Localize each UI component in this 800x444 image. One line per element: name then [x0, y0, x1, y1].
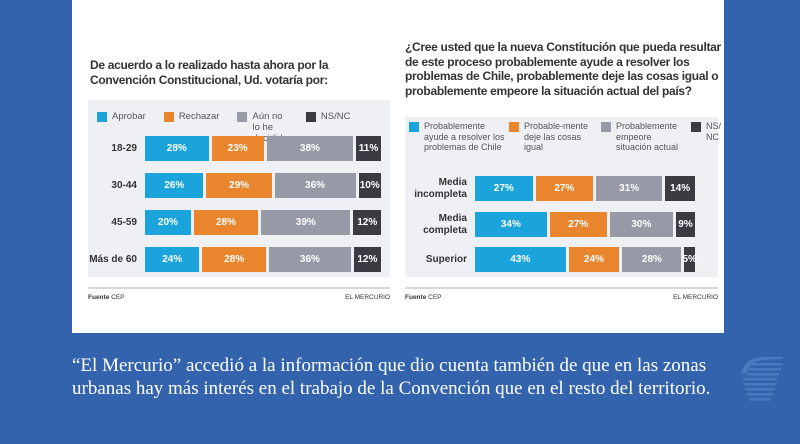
bar-segment: 23% — [211, 136, 264, 161]
legend-item: NS/NC — [305, 111, 351, 144]
source: CEP — [111, 294, 125, 301]
source-label: Fuente — [88, 294, 110, 301]
category-label: 30-44 — [111, 179, 137, 191]
legend-item: Aprobar — [97, 111, 146, 144]
category-label: Media completa — [423, 212, 467, 236]
legend-item: Probablemente empeore situación actual — [601, 121, 691, 153]
bar-segment: 27% — [535, 176, 594, 201]
legend-item: Rechazar — [163, 111, 220, 144]
bar-segment: 28% — [202, 247, 267, 272]
bar-segment: 43% — [475, 247, 566, 272]
bar-segment: 26% — [145, 173, 204, 198]
stacked-bar: 24% 28% 36% 12% — [145, 247, 381, 272]
stacked-bar: 20% 28% 39% 12% — [145, 210, 381, 235]
bar-segment: 39% — [261, 210, 351, 235]
legend-label: Aprobar — [112, 111, 146, 122]
legend-label: Probablemente empeore situación actual — [616, 121, 679, 152]
brand: EL MERCURIO — [673, 294, 718, 301]
bar-row: Más de 60 24% 28% 36% 12% — [88, 247, 381, 272]
bar-row: 45-59 20% 28% 39% 12% — [88, 210, 381, 235]
bar-segment: 29% — [206, 173, 272, 198]
legend-swatch — [305, 112, 316, 122]
legend-label: Probablemente ayude a resolver los probl… — [424, 121, 505, 152]
bar-segment: 12% — [353, 247, 381, 272]
legend-swatch — [509, 122, 519, 132]
bar-segment: 9% — [676, 212, 695, 237]
stacked-bar: 26% 29% 36% 10% — [145, 173, 381, 198]
stacked-bar: 28% 23% 38% 11% — [145, 136, 381, 161]
bar-segment: 20% — [145, 210, 191, 235]
bar-segment: 30% — [609, 212, 673, 237]
stacked-bar: 34% 27% 30% 9% — [475, 212, 695, 237]
legend-swatch — [97, 112, 107, 122]
chart-footer: Fuente CEP EL MERCURIO — [88, 287, 390, 301]
legend-swatch — [237, 112, 248, 122]
bar-segment: 28% — [145, 136, 209, 161]
legend-label: Probable-mente deje las cosas igual — [524, 121, 589, 152]
bar-segment: 36% — [274, 173, 356, 198]
legend: Probablemente ayude a resolver los probl… — [409, 121, 727, 153]
bar-segment: 31% — [596, 176, 663, 201]
legend-swatch — [691, 122, 701, 132]
bar-row: Superior 43% 24% 28% 5% — [405, 247, 697, 272]
bar-row: 30-44 26% 29% 36% 10% — [88, 173, 381, 198]
legend-item: Probablemente ayude a resolver los probl… — [409, 121, 509, 153]
brand: EL MERCURIO — [345, 294, 390, 301]
bar-segment: 10% — [358, 173, 381, 198]
bar-segment: 28% — [193, 210, 259, 235]
chart-footer: Fuente CEP EL MERCURIO — [405, 287, 718, 301]
bar-segment: 24% — [568, 247, 620, 272]
bar-segment: 27% — [549, 212, 607, 237]
legend-swatch — [163, 112, 174, 122]
category-label: 45-59 — [111, 216, 137, 228]
stacked-bar: 27% 27% 31% 14% — [475, 176, 696, 201]
legend-item: Probable-mente deje las cosas igual — [509, 121, 601, 153]
legend-swatch — [409, 122, 419, 132]
category-label: Superior — [425, 253, 467, 265]
bar-segment: 28% — [622, 247, 682, 272]
chart-title: ¿Cree usted que la nueva Constitución qu… — [405, 40, 721, 98]
bar-segment: 38% — [266, 136, 354, 161]
category-label: 18-29 — [111, 142, 137, 154]
bar-segment: 34% — [475, 212, 547, 237]
bar-segment: 27% — [475, 176, 533, 201]
legend-label: NS/NC — [320, 111, 351, 122]
bar-segment: 36% — [269, 247, 351, 272]
category-label: Media incompleta — [414, 176, 467, 200]
bar-row: 18-29 28% 23% 38% 11% — [88, 136, 381, 161]
bar-row: Media incompleta 27% 27% 31% 14% — [405, 176, 696, 201]
legend-swatch — [601, 122, 611, 132]
stacked-bar: 43% 24% 28% 5% — [475, 247, 697, 272]
legend-item: NS/NC — [691, 121, 727, 153]
caption: “El Mercurio” accedió a la información q… — [72, 355, 711, 399]
source-label: Fuente — [405, 294, 427, 301]
category-label: Más de 60 — [89, 253, 137, 265]
source: CEP — [428, 294, 442, 301]
legend-label: Rechazar — [178, 111, 220, 122]
bar-segment: 12% — [353, 210, 381, 235]
bar-row: Media completa 34% 27% 30% 9% — [405, 212, 695, 237]
bar-segment: 24% — [145, 247, 200, 272]
head-logo-icon — [741, 357, 783, 401]
legend-label: NS/NC — [706, 121, 722, 142]
chart-title: De acuerdo a lo realizado hasta ahora po… — [90, 58, 329, 87]
bar-segment: 14% — [665, 176, 696, 201]
bar-segment: 5% — [683, 247, 697, 272]
bar-segment: 11% — [356, 136, 381, 161]
